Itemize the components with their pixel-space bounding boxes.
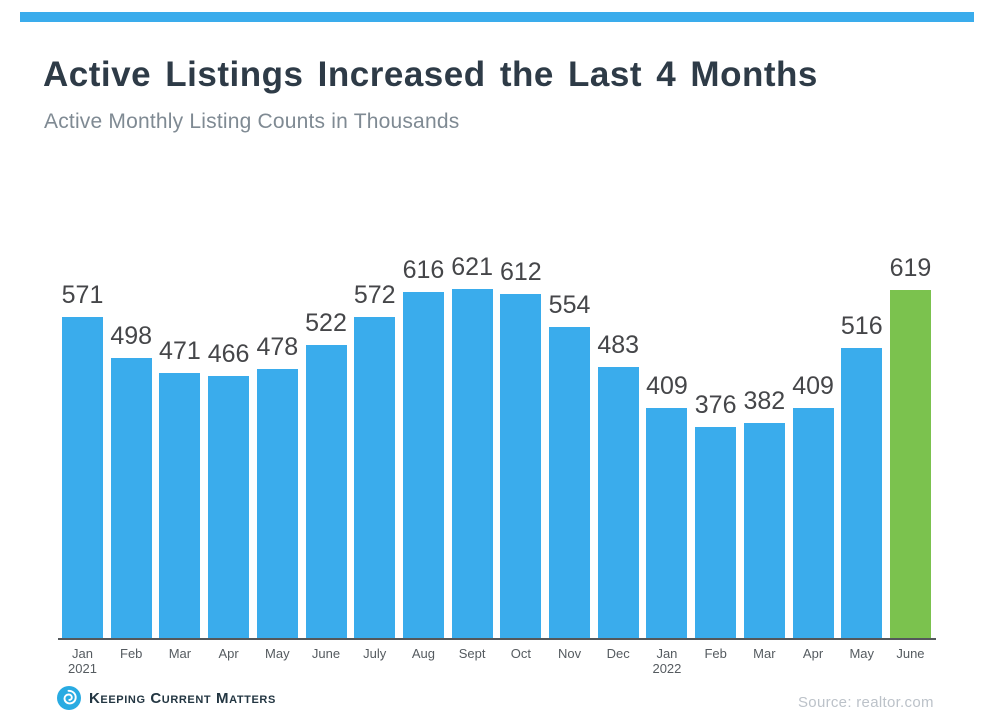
bar-value-label: 621 bbox=[451, 253, 493, 281]
bar-may: 478 bbox=[256, 333, 298, 638]
bar-value-label: 619 bbox=[889, 254, 932, 283]
bar-june: 522 bbox=[305, 309, 347, 638]
x-tick-label: July bbox=[363, 646, 387, 661]
x-tick-label: Feb bbox=[704, 646, 727, 661]
bar-jan-2022: 409 bbox=[646, 372, 688, 638]
x-tick-label: Feb bbox=[120, 646, 143, 661]
source-attribution: Source: realtor.com bbox=[798, 694, 934, 711]
bar-value-label: 522 bbox=[305, 308, 347, 337]
x-tick-label: Mar bbox=[168, 646, 192, 661]
bar-value-label: 382 bbox=[743, 387, 786, 416]
bar-sept: 621 bbox=[451, 253, 493, 638]
x-axis-ticks: Jan 2021 Feb Mar Apr May June July Aug Sept Oct Nov… bbox=[62, 646, 931, 676]
bar-mar: 471 bbox=[159, 337, 201, 638]
bar-dec: 483 bbox=[597, 331, 639, 638]
bar-feb: 498 bbox=[110, 322, 152, 638]
chart-subtitle: Active Monthly Listing Counts in Thousan… bbox=[44, 110, 460, 133]
x-tick-label: Dec bbox=[606, 646, 630, 661]
x-tick-label: Mar bbox=[753, 646, 776, 661]
x-tick-label: Nov bbox=[557, 646, 582, 661]
bar-value-label: 483 bbox=[597, 330, 640, 359]
bar-june: 619 bbox=[890, 254, 931, 638]
bar-apr: 466 bbox=[208, 340, 249, 638]
bar-value-label: 571 bbox=[61, 281, 104, 310]
x-tick-label: Jan 2022 bbox=[652, 646, 682, 676]
bar-july: 572 bbox=[354, 281, 396, 638]
kcm-swirl-icon bbox=[57, 686, 81, 710]
bar-apr: 409 bbox=[792, 372, 834, 638]
bar-feb: 376 bbox=[695, 391, 737, 638]
x-tick-label: Apr bbox=[802, 646, 824, 661]
bar-may: 516 bbox=[841, 312, 883, 638]
top-accent-bar bbox=[20, 12, 974, 22]
x-axis-line bbox=[58, 638, 936, 640]
bar-group: 571 498 471 466 478 522 572 616 621 612 554 483 409 3… bbox=[62, 253, 931, 638]
bar-nov: 554 bbox=[549, 291, 590, 638]
x-tick-label: May bbox=[265, 646, 290, 661]
bar-value-label: 498 bbox=[110, 322, 153, 351]
x-tick-label: Oct bbox=[510, 646, 531, 661]
bar-value-label: 516 bbox=[840, 312, 883, 340]
page-title: Active Listings Increased the Last 4 Mon… bbox=[43, 55, 818, 94]
bar-value-label: 409 bbox=[646, 372, 688, 401]
x-tick-label: June bbox=[896, 646, 925, 661]
kcm-logo: Keeping Current Matters bbox=[57, 686, 276, 710]
kcm-logo-text: Keeping Current Matters bbox=[89, 689, 276, 707]
x-tick-label: Sept bbox=[458, 646, 486, 661]
bar-mar: 382 bbox=[743, 387, 785, 638]
bar-value-label: 616 bbox=[402, 255, 445, 284]
x-tick-label: Jan 2021 bbox=[68, 646, 97, 676]
bar-value-label: 409 bbox=[792, 372, 834, 401]
bar-value-label: 572 bbox=[353, 280, 396, 309]
x-tick-label: May bbox=[849, 646, 875, 661]
x-tick-label: Apr bbox=[218, 646, 239, 661]
bar-value-label: 554 bbox=[548, 290, 591, 319]
bar-value-label: 478 bbox=[256, 333, 299, 362]
bar-value-label: 376 bbox=[694, 390, 737, 419]
bar-value-label: 466 bbox=[207, 340, 250, 369]
x-tick-label: June bbox=[311, 646, 341, 661]
bar-value-label: 471 bbox=[159, 337, 201, 366]
bar-aug: 616 bbox=[403, 256, 444, 638]
bar-value-label: 612 bbox=[499, 258, 542, 287]
bar-jan-2021: 571 bbox=[62, 281, 103, 638]
bar-oct: 612 bbox=[500, 258, 542, 638]
x-tick-label: Aug bbox=[411, 646, 435, 661]
